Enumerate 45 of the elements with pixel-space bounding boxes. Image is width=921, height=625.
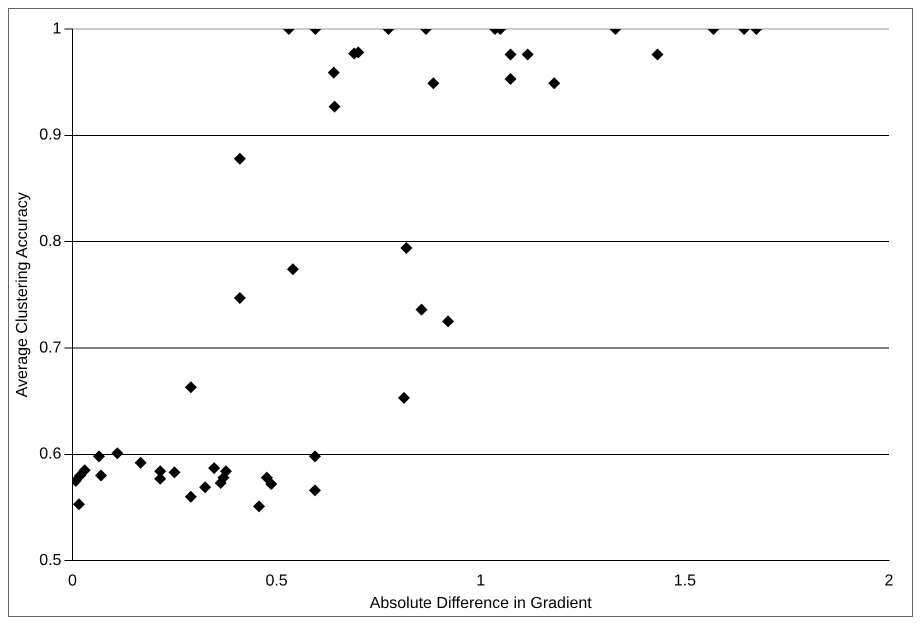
point [111, 447, 124, 460]
point [548, 77, 560, 90]
y-tick-label: 0.5 [39, 552, 62, 570]
x-tick-label: 0 [68, 572, 77, 590]
point [184, 381, 197, 394]
point [253, 500, 266, 512]
point [398, 392, 410, 404]
x-tick-label: 1 [476, 572, 486, 590]
y-tick-label: 0.7 [39, 339, 62, 356]
y-tick-label: 0.6 [39, 446, 62, 463]
point [652, 48, 664, 61]
point [504, 72, 517, 85]
x-tick-label: 1.5 [674, 572, 696, 590]
point [286, 263, 299, 276]
y-tick-label: 0.8 [39, 233, 62, 250]
y-axis-title: Average Clustering Accuracy [14, 192, 32, 398]
point [72, 498, 85, 510]
point [328, 100, 341, 113]
x-tick-label: 2 [884, 572, 894, 590]
point [78, 464, 91, 476]
point [416, 304, 428, 316]
point [134, 456, 147, 469]
point [199, 481, 212, 494]
point [208, 462, 220, 474]
point [95, 470, 108, 482]
point [427, 77, 440, 90]
point [220, 465, 232, 478]
x-tick-label: 0.5 [265, 572, 288, 590]
point [328, 66, 340, 79]
point [234, 152, 246, 165]
point [308, 484, 321, 496]
point [400, 242, 412, 254]
point [442, 315, 454, 328]
point [504, 48, 517, 61]
point [308, 450, 321, 462]
point [184, 490, 197, 503]
point [522, 48, 534, 61]
point [168, 466, 181, 478]
point [92, 450, 105, 462]
y-tick-label: 0.9 [39, 126, 62, 144]
point [265, 478, 278, 490]
x-axis-title: Absolute Difference in Gradient [370, 594, 592, 612]
point [260, 472, 273, 484]
point [234, 292, 246, 304]
y-tick-label: 1 [52, 20, 62, 38]
